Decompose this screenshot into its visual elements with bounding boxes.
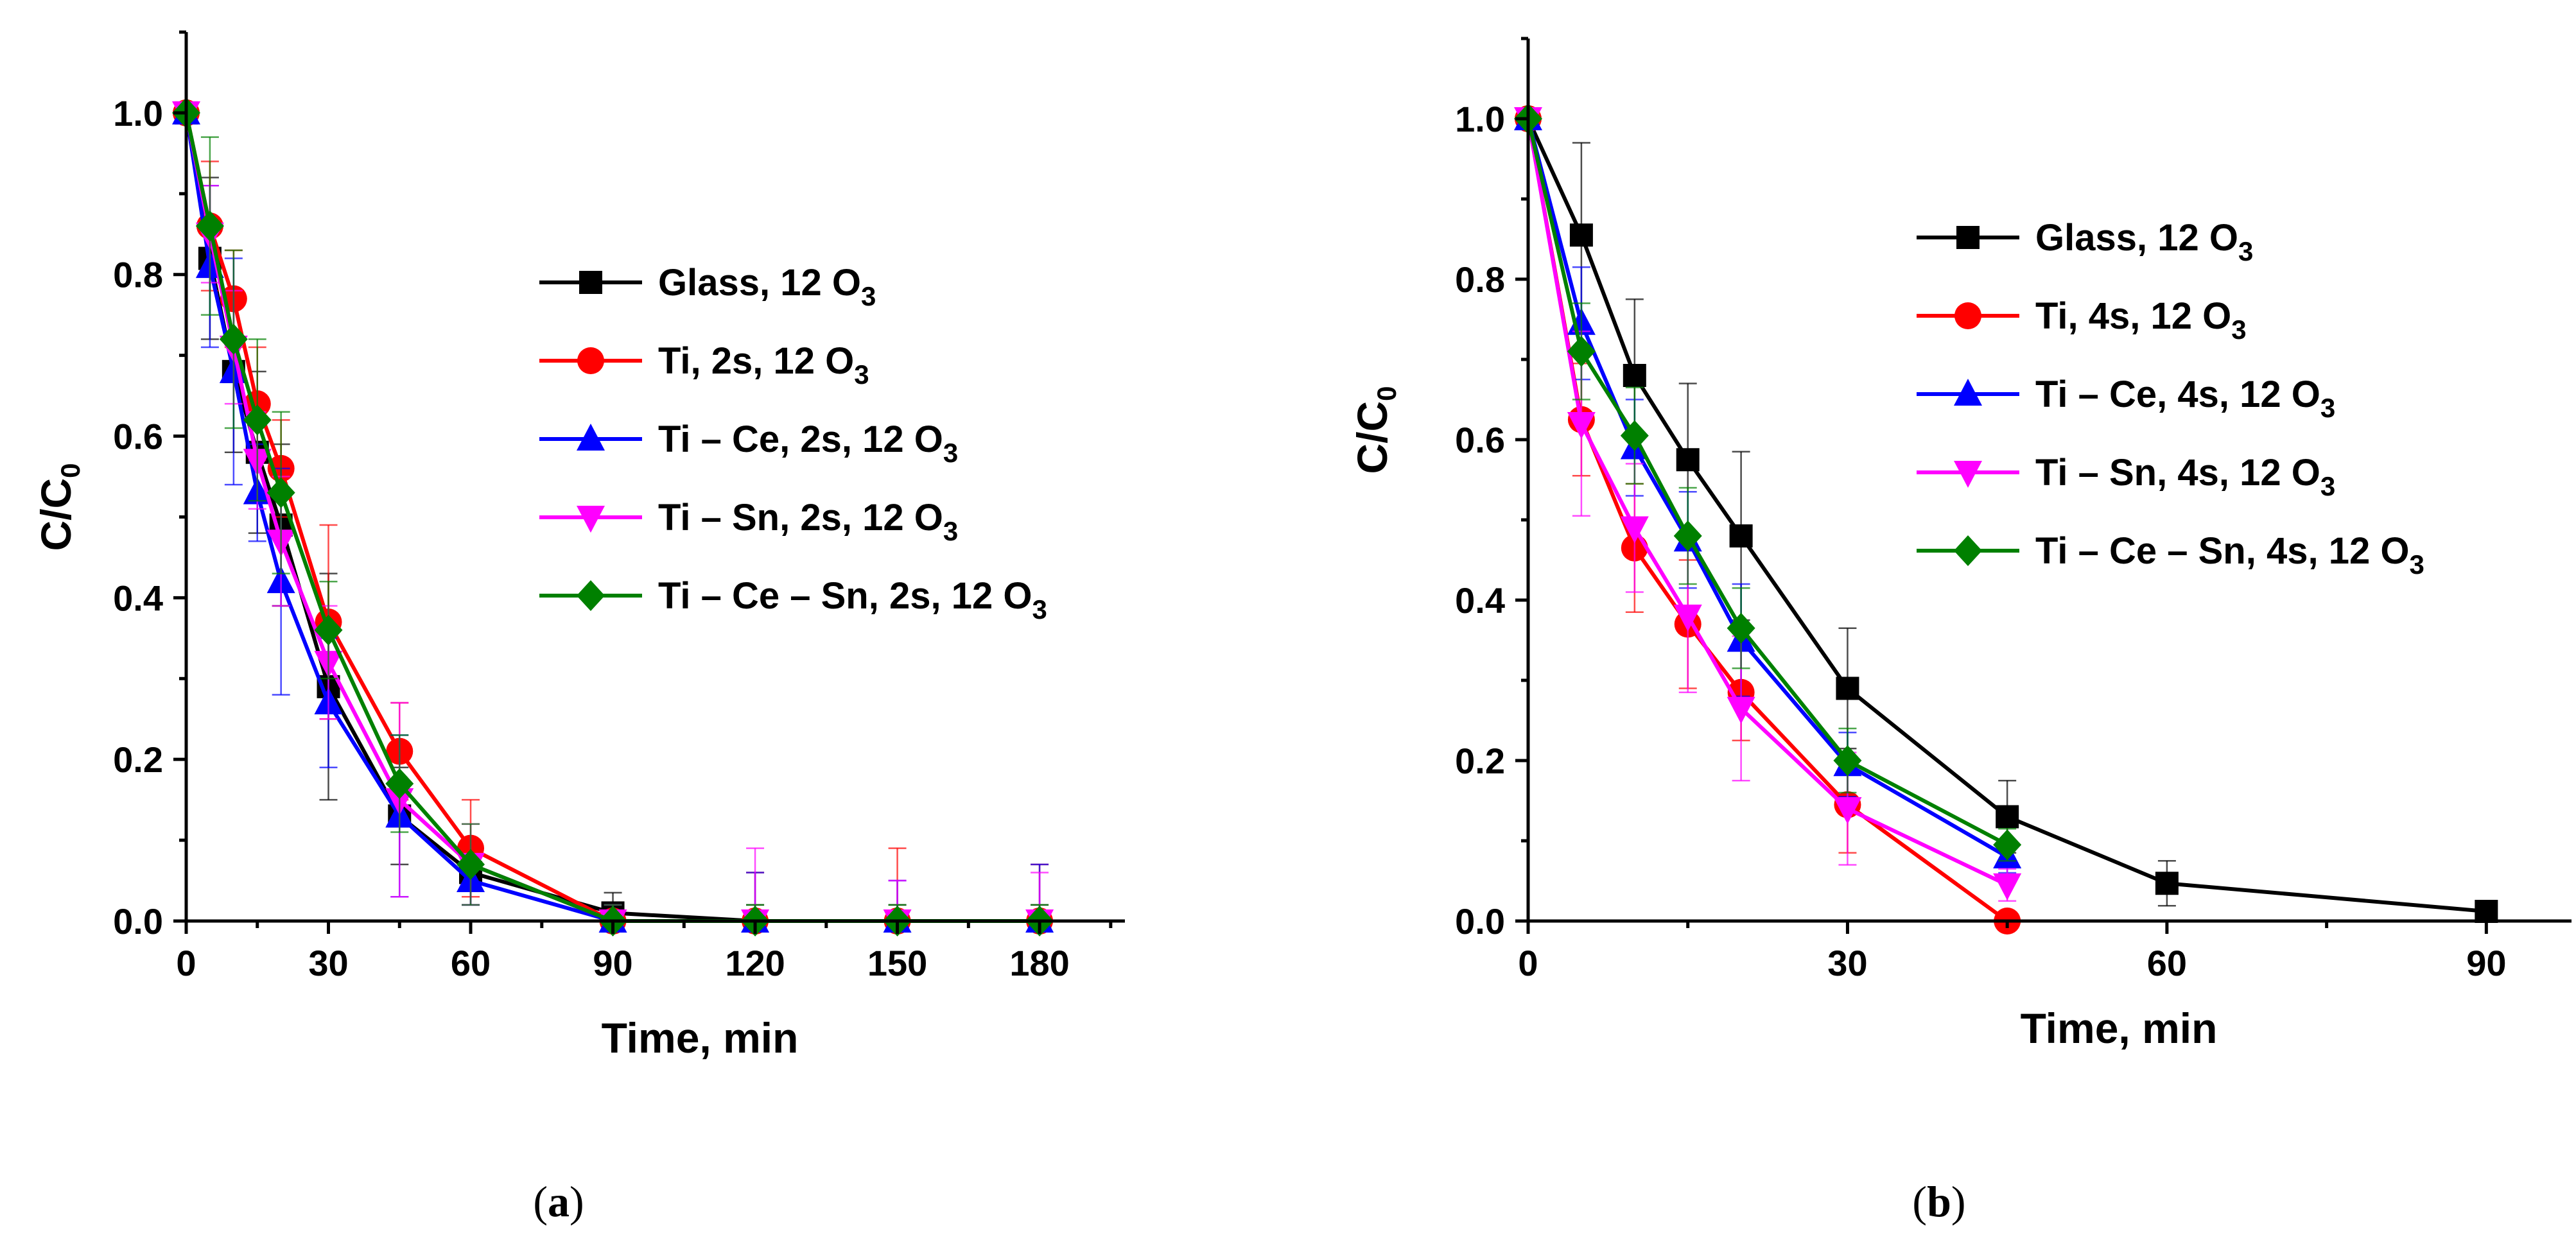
data-point xyxy=(1567,336,1596,367)
panel-b-label: (b) xyxy=(1912,1177,1965,1226)
series-square xyxy=(1517,107,2498,923)
data-point xyxy=(195,211,224,242)
data-point xyxy=(1833,797,1862,824)
legend-marker xyxy=(577,506,605,533)
x-tick-label: 30 xyxy=(1827,943,1867,983)
data-point xyxy=(2155,872,2179,895)
legend-entry: Ti, 4s, 12 O3 xyxy=(1917,295,2247,345)
y-tick-label: 0.0 xyxy=(113,901,163,942)
panel-b-marks xyxy=(1514,103,2498,934)
data-point xyxy=(1676,448,1700,472)
panel-a-label: (a) xyxy=(533,1177,584,1226)
data-point xyxy=(1620,420,1649,451)
legend-label: Ti, 2s, 12 O3 xyxy=(658,340,869,390)
legend-entry: Ti, 2s, 12 O3 xyxy=(539,340,869,390)
data-point xyxy=(1673,521,1702,551)
y-tick-label: 0.2 xyxy=(113,739,163,780)
legend-marker xyxy=(1954,535,1982,566)
data-point xyxy=(266,477,295,508)
chart-panel-a: 0 30 60 90 120 150 180 0.0 0.2 0.4 0.6 0.8 1.0 Time,… xyxy=(32,30,1125,1226)
legend-marker xyxy=(1954,302,1981,329)
y-tick-label: 0.6 xyxy=(113,417,163,457)
panel-a-y-axis-title: C/C0 xyxy=(32,463,85,551)
x-tick-label: 0 xyxy=(176,943,196,983)
legend-entry: Ti – Sn, 2s, 12 O3 xyxy=(539,497,958,546)
legend-entry: Ti – Ce, 4s, 12 O3 xyxy=(1917,374,2335,423)
legend-label: Ti – Ce – Sn, 4s, 12 O3 xyxy=(2035,530,2424,580)
legend-label: Glass, 12 O3 xyxy=(2035,217,2253,266)
series-line xyxy=(1526,118,2008,887)
data-point xyxy=(1569,223,1593,247)
data-point xyxy=(385,768,414,799)
data-point xyxy=(1673,605,1702,632)
data-point xyxy=(314,614,343,646)
x-tick-label: 60 xyxy=(2147,943,2187,983)
legend-entry: Glass, 12 O3 xyxy=(539,262,876,311)
legend-label: Ti, 4s, 12 O3 xyxy=(2035,295,2247,345)
panel-b-axes: 0 30 60 90 0.0 0.2 0.4 0.6 0.8 1.0 xyxy=(1455,37,2572,983)
x-tick-label: 120 xyxy=(725,943,785,983)
data-point xyxy=(457,848,485,880)
x-tick-label: 30 xyxy=(308,943,348,983)
legend-marker xyxy=(577,424,605,451)
y-tick-label: 0.8 xyxy=(1455,259,1505,300)
x-tick-label: 0 xyxy=(1518,943,1538,983)
legend-label: Ti – Ce – Sn, 2s, 12 O3 xyxy=(658,575,1047,624)
legend-marker xyxy=(577,347,604,374)
data-point xyxy=(1833,745,1862,776)
series-diamond xyxy=(1514,103,2022,862)
panel-b-x-axis-title: Time, min xyxy=(2021,1004,2218,1052)
legend-marker xyxy=(1956,226,1980,249)
panel-b-y-axis-title: C/C0 xyxy=(1348,386,1402,474)
y-tick-label: 0.8 xyxy=(113,255,163,295)
panel-a-axes: 0 30 60 90 120 150 180 0.0 0.2 0.4 0.6 0.8 1.0 xyxy=(113,30,1125,983)
data-point xyxy=(1727,612,1755,644)
legend-label: Ti – Ce, 2s, 12 O3 xyxy=(658,418,958,468)
y-tick-label: 0.6 xyxy=(1455,420,1505,460)
y-tick-label: 0.4 xyxy=(1455,580,1505,621)
y-tick-label: 1.0 xyxy=(113,93,163,133)
panel-b-legend: Glass, 12 O3 Ti, 4s, 12 O3 Ti – Ce, 4s, 12… xyxy=(1917,217,2424,580)
series-line xyxy=(1526,118,2008,859)
data-point xyxy=(1623,364,1646,387)
legend-label: Ti – Sn, 4s, 12 O3 xyxy=(2035,452,2335,501)
legend-marker xyxy=(1954,461,1982,488)
legend-entry: Ti – Sn, 4s, 12 O3 xyxy=(1917,452,2335,501)
legend-entry: Ti – Ce, 2s, 12 O3 xyxy=(539,418,958,468)
legend-label: Ti – Ce, 4s, 12 O3 xyxy=(2035,374,2335,423)
data-point xyxy=(1836,676,1859,700)
legend-marker xyxy=(1954,379,1982,406)
legend-label: Glass, 12 O3 xyxy=(658,262,876,311)
data-point xyxy=(1729,524,1753,547)
y-tick-label: 0.4 xyxy=(113,578,163,618)
data-point xyxy=(1993,829,2022,861)
x-tick-label: 60 xyxy=(451,943,491,983)
legend-entry: Ti – Ce – Sn, 2s, 12 O3 xyxy=(539,575,1047,624)
data-point xyxy=(2475,900,2498,923)
panel-a-legend: Glass, 12 O3 Ti, 2s, 12 O3 Ti – Ce, 2s, 12… xyxy=(539,262,1047,624)
data-point xyxy=(1993,873,2022,900)
chart-panel-b: 0 30 60 90 0.0 0.2 0.4 0.6 0.8 1.0 Time, min C/C0… xyxy=(1348,37,2572,1226)
data-point xyxy=(1996,805,2019,829)
data-point xyxy=(219,323,248,355)
y-tick-label: 1.0 xyxy=(1455,99,1505,139)
series-triangle-up xyxy=(1514,103,2022,874)
data-point xyxy=(243,404,272,436)
legend-marker xyxy=(579,271,602,294)
x-tick-label: 90 xyxy=(2466,943,2506,983)
data-point xyxy=(1567,412,1596,439)
legend-entry: Glass, 12 O3 xyxy=(1917,217,2253,266)
panel-a-x-axis-title: Time, min xyxy=(602,1014,799,1062)
legend-marker xyxy=(577,580,605,611)
y-tick-label: 0.0 xyxy=(1455,901,1505,942)
data-point xyxy=(1620,516,1649,544)
legend-label: Ti – Sn, 2s, 12 O3 xyxy=(658,497,958,546)
data-point xyxy=(1727,696,1755,724)
x-tick-label: 90 xyxy=(593,943,632,983)
x-tick-label: 180 xyxy=(1009,943,1069,983)
legend-entry: Ti – Ce – Sn, 4s, 12 O3 xyxy=(1917,530,2424,580)
x-tick-label: 150 xyxy=(867,943,927,983)
y-tick-label: 0.2 xyxy=(1455,741,1505,781)
